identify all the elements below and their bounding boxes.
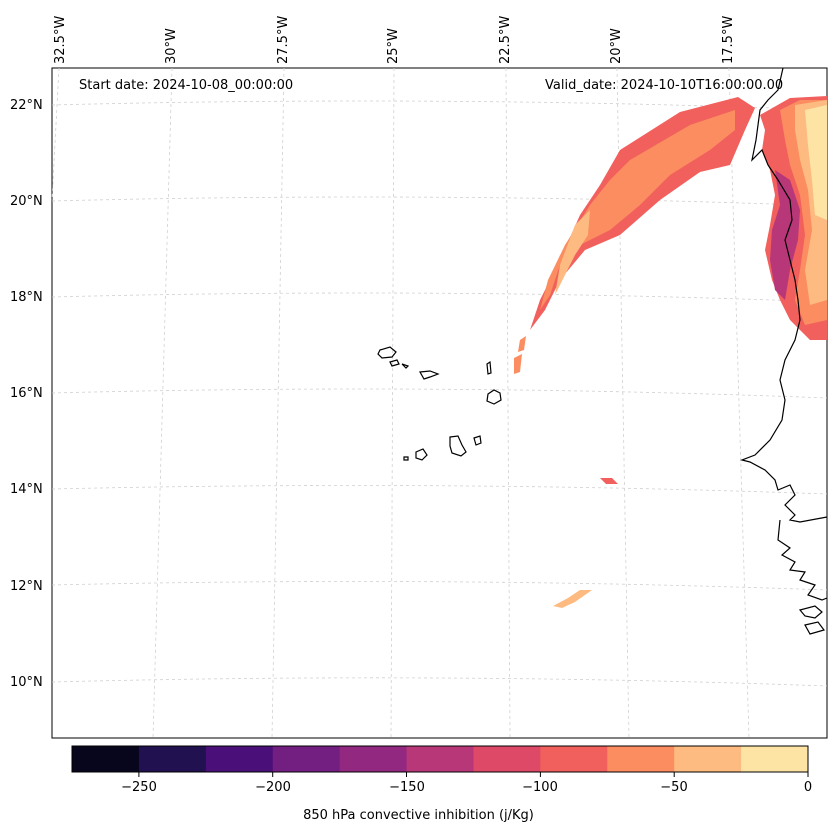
colorbar-tick-marks	[138, 772, 809, 777]
cin-band-orange	[540, 110, 735, 310]
lon-label-22-5w: 22.5°W	[498, 15, 513, 64]
lat-label-14n: 14°N	[10, 482, 43, 497]
meridian-30w	[152, 67, 173, 739]
parallel-10n	[51, 677, 828, 687]
lon-label-25w: 25°W	[386, 28, 401, 64]
colorbar-swatch	[473, 746, 541, 772]
brava-island	[403, 456, 409, 461]
colorbar-swatch	[540, 746, 608, 772]
cin-fragment-1	[518, 336, 526, 352]
meridian-22-5w	[505, 67, 511, 739]
coastlines	[377, 67, 828, 635]
cb-tick-label-0: 0	[803, 780, 813, 795]
valid-date-label: Valid_date: 2024-10-10T16:00:00.00	[545, 78, 784, 93]
lat-label-16n: 16°N	[10, 386, 43, 401]
cb-tick-label-50: −50	[660, 780, 688, 795]
west-africa-coastline	[740, 67, 828, 523]
cb-tick-label-200: −200	[255, 780, 291, 795]
colorbar-swatch	[607, 746, 675, 772]
sal-island	[486, 360, 492, 375]
cb-tick-label-100: −100	[522, 780, 558, 795]
meridian-25w	[390, 67, 395, 739]
sao-vicente-island	[389, 359, 400, 367]
colorbar	[72, 746, 809, 772]
boa-vista-island	[486, 389, 502, 405]
lat-label-20n: 20°N	[10, 194, 43, 209]
parallel-12n	[51, 581, 828, 591]
parallel-18n	[51, 292, 828, 303]
cin-patch-12n	[553, 590, 592, 608]
santiago-island	[449, 435, 467, 457]
map-frame	[51, 67, 828, 739]
santa-luzia-island	[401, 363, 410, 369]
colorbar-swatch	[741, 746, 809, 772]
colorbar-swatch	[272, 746, 341, 772]
meridian-17-5w	[728, 67, 750, 739]
parallel-16n	[51, 388, 828, 399]
santo-antao-island	[377, 346, 397, 359]
maio-island	[473, 435, 482, 446]
colorbar-swatch	[72, 746, 140, 772]
lat-label-18n: 18°N	[10, 290, 43, 305]
meridian-20w	[616, 67, 630, 739]
cb-tick-label-150: −150	[389, 780, 425, 795]
cin-patch-14n	[600, 478, 618, 484]
lon-label-30w: 30°W	[164, 28, 179, 64]
guinea-islands	[804, 621, 826, 635]
colorbar-swatch	[205, 746, 274, 772]
lon-label-17-5w: 17.5°W	[721, 15, 736, 64]
parallel-20n	[51, 196, 828, 207]
cin-field	[514, 96, 827, 608]
guinea-coastline	[777, 519, 828, 601]
colorbar-swatch	[138, 746, 207, 772]
cin-fragment-2	[514, 354, 522, 374]
colorbar-frame	[71, 745, 809, 773]
cin-band-light	[555, 210, 590, 295]
lon-label-27-5w: 27.5°W	[276, 15, 291, 64]
parallel-14n	[51, 485, 828, 495]
lat-label-22n: 22°N	[10, 98, 43, 113]
graticule	[51, 67, 828, 739]
lat-label-12n: 12°N	[10, 579, 43, 594]
lon-label-32-5w: 32.5°W	[53, 15, 68, 64]
meridian-27-5w	[271, 67, 285, 739]
lon-label-20w: 20°W	[609, 28, 624, 64]
bijagos-islands	[798, 605, 823, 619]
colorbar-swatch	[339, 746, 408, 772]
colorbar-swatch	[406, 746, 474, 772]
cin-coast-pale	[805, 105, 827, 220]
fogo-island	[415, 448, 428, 461]
start-date-label: Start date: 2024-10-08_00:00:00	[79, 78, 294, 93]
colorbar-title: 850 hPa convective inhibition (j/Kg)	[303, 808, 534, 823]
lat-label-10n: 10°N	[10, 675, 43, 690]
cb-tick-label-250: −250	[121, 780, 157, 795]
meridian-32-5w	[51, 67, 60, 201]
sao-nicolau-island	[419, 370, 440, 380]
colorbar-swatch	[674, 746, 742, 772]
parallel-22n	[51, 100, 828, 111]
cin-coast-magenta	[770, 170, 800, 300]
